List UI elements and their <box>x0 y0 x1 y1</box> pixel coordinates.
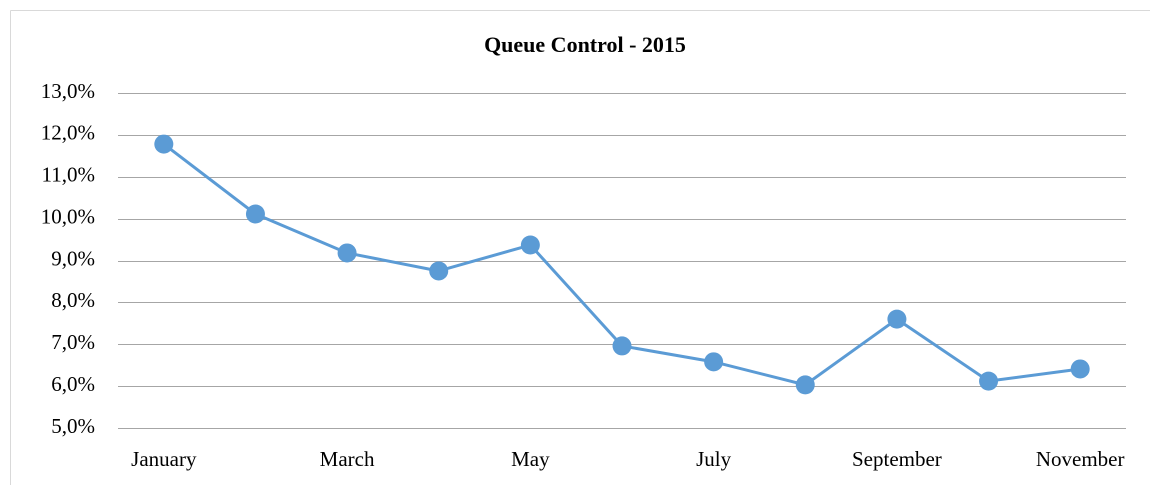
x-tick-label: July <box>696 447 732 471</box>
marker <box>520 235 540 255</box>
y-tick-label: 11,0% <box>42 163 95 187</box>
marker <box>612 336 632 356</box>
y-tick-label: 10,0% <box>41 204 95 228</box>
marker <box>979 371 999 391</box>
marker <box>245 204 265 224</box>
x-tick-label: November <box>1036 447 1125 471</box>
marker <box>887 309 907 329</box>
y-tick-label: 5,0% <box>51 414 95 438</box>
x-tick-label: January <box>131 447 197 471</box>
x-tick-label: September <box>852 447 942 471</box>
y-tick-label: 12,0% <box>41 121 95 145</box>
chart-title: Queue Control - 2015 <box>484 32 686 57</box>
y-tick-label: 7,0% <box>51 330 95 354</box>
marker <box>429 261 449 281</box>
marker <box>154 134 174 154</box>
marker <box>1070 359 1090 379</box>
marker <box>337 243 357 263</box>
y-tick-label: 6,0% <box>51 372 95 396</box>
x-tick-label: March <box>320 447 375 471</box>
y-tick-label: 9,0% <box>51 246 95 270</box>
y-tick-label: 8,0% <box>51 288 95 312</box>
x-tick-label: May <box>511 447 550 471</box>
y-tick-label: 13,0% <box>41 79 95 103</box>
marker <box>704 352 724 372</box>
marker <box>795 375 815 395</box>
